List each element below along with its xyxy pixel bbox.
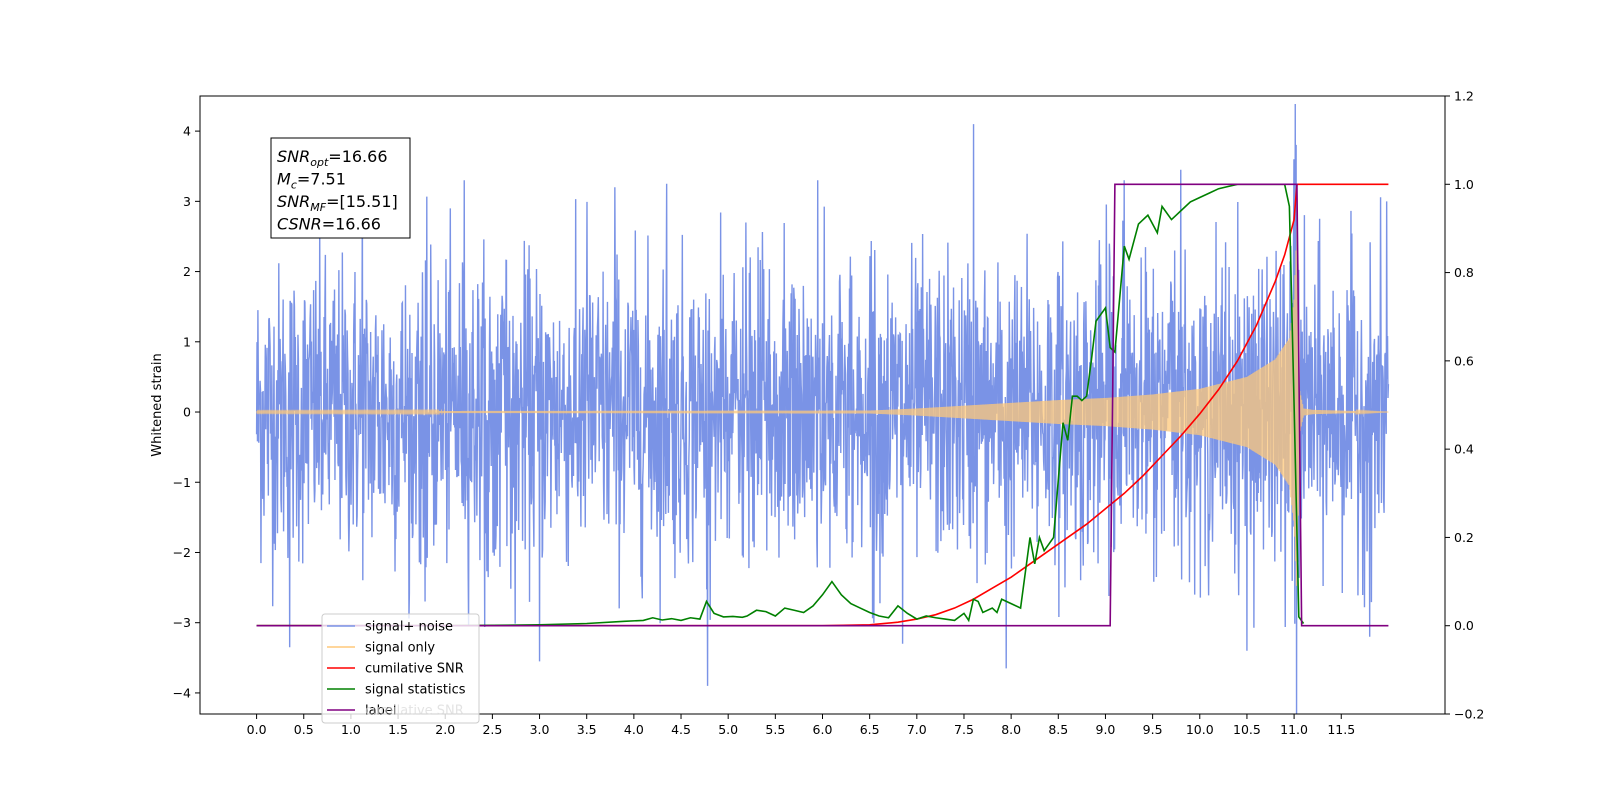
x-tick-label: 5.5 (765, 722, 785, 737)
annotation-line: SNRopt=16.66 (277, 147, 388, 169)
x-tick-label: 6.0 (813, 722, 833, 737)
series-line-signal-only (256, 225, 1389, 586)
annotation-frame (270, 137, 411, 239)
x-tick-label: 6.5 (860, 722, 880, 737)
annotation-line: SNRMF=[15.51] (277, 192, 398, 214)
y-tick-label: 1 (183, 334, 191, 349)
x-tick-label: 2.5 (482, 722, 502, 737)
series-layer (255, 103, 1390, 714)
y2-tick-label: 0.6 (1454, 353, 1474, 368)
series-line-signal-statistics (256, 183, 1305, 627)
annotation-box: SNRopt=16.66Mc=7.51SNRMF=[15.51]CSNR=16.… (270, 137, 411, 239)
y-tick-label: −1 (173, 475, 191, 490)
x-tick-label: 4.0 (624, 722, 644, 737)
y-tick-label: −2 (173, 545, 191, 560)
legend-entry: signal statistics (365, 683, 466, 698)
legend-entry: cumilative SNR (365, 662, 464, 677)
x-tick-label: 10.0 (1186, 722, 1214, 737)
axes-layer: 0.0 0.5 1.0 1.5 2.0 2.5 3.0 3.5 4.0 4.5 5.0 5.5 6.0 6… (173, 89, 1485, 738)
series-line-cumilative-snr (256, 183, 1389, 627)
x-tick-label: 1.0 (341, 722, 361, 737)
annotation-line: CSNR=16.66 (277, 215, 381, 234)
y-tick-label: 4 (183, 124, 191, 139)
x-tick-label: 10.5 (1233, 722, 1261, 737)
y-tick-label: 0 (183, 405, 191, 420)
legend-entry: signal only (365, 641, 435, 656)
x-tick-label: 0.0 (247, 722, 267, 737)
x-tick-label: 3.5 (577, 722, 597, 737)
x-tick-label: 8.0 (1001, 722, 1021, 737)
legend: signal+ noise signal only cumilative SNR si… (321, 613, 480, 724)
y-tick-label: 3 (183, 194, 191, 209)
y2-tick-label: 1.2 (1454, 89, 1474, 104)
series-line-label (256, 183, 1389, 627)
y-tick-label: −4 (173, 685, 191, 700)
x-tick-label: 4.5 (671, 722, 691, 737)
y2-tick-label: 0.4 (1454, 442, 1474, 457)
x-tick-label: 2.0 (435, 722, 455, 737)
y-axis-label: Whitened strain (150, 353, 165, 456)
y2-tick-label: 0.8 (1454, 265, 1474, 280)
legend-frame (321, 613, 480, 724)
y-tick-label: −3 (173, 615, 191, 630)
x-tick-label: 1.5 (388, 722, 408, 737)
legend-entry: label (365, 704, 396, 719)
x-tick-label: 11.5 (1327, 722, 1355, 737)
x-tick-label: 11.0 (1280, 722, 1308, 737)
x-tick-label: 0.5 (294, 722, 314, 737)
x-tick-label: 5.0 (718, 722, 738, 737)
x-tick-label: 9.0 (1096, 722, 1116, 737)
x-tick-label: 8.5 (1048, 722, 1068, 737)
y2-tick-label: 1.0 (1454, 177, 1474, 192)
x-tick-label: 7.0 (907, 722, 927, 737)
x-tick-label: 3.0 (530, 722, 550, 737)
series-line-signal-noise (255, 103, 1390, 714)
x-tick-label: 9.5 (1143, 722, 1163, 737)
y2-tick-label: −0.2 (1454, 707, 1484, 722)
legend-ghost-text: cumilative SNR (365, 704, 464, 719)
legend-entry: signal+ noise (365, 620, 453, 635)
y-tick-label: 2 (183, 264, 191, 279)
annotation-line: Mc=7.51 (277, 170, 346, 192)
x-tick-label: 7.5 (954, 722, 974, 737)
y2-tick-label: 0.0 (1454, 618, 1474, 633)
y2-tick-label: 0.2 (1454, 530, 1474, 545)
